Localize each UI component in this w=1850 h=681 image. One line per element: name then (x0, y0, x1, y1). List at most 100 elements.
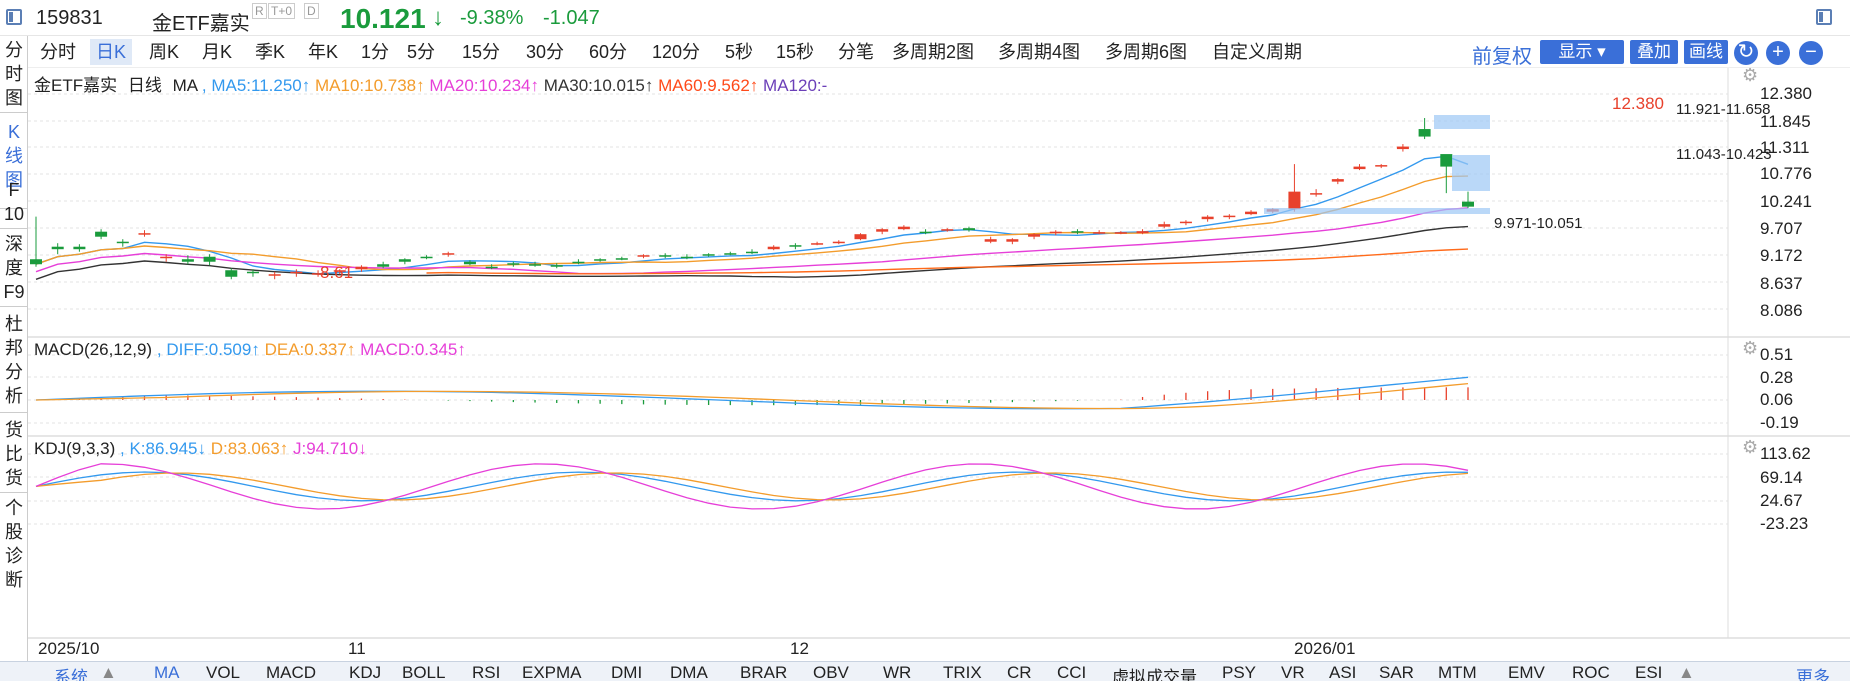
period-month[interactable]: 月K (196, 39, 238, 65)
period-5sec[interactable]: 5秒 (719, 39, 759, 65)
left-nav: 分时图 K线图 F 10 深度 F9 杜邦分析 货比货 个股诊断 (0, 36, 28, 681)
multi-period-4[interactable]: 多周期4图 (992, 39, 1086, 65)
multi-period-6[interactable]: 多周期6图 (1099, 39, 1193, 65)
fuquan-select[interactable]: 前复权 (1472, 40, 1532, 69)
ind-dma[interactable]: DMA (670, 663, 708, 681)
candle-body (1006, 239, 1018, 242)
overlay-button[interactable]: 叠加 (1630, 40, 1678, 64)
period-year[interactable]: 年K (302, 39, 344, 65)
zoom-in-icon[interactable]: + (1766, 41, 1790, 65)
ind-emv[interactable]: EMV (1508, 663, 1545, 681)
candle-body (1440, 154, 1452, 167)
macd-settings-gear-icon[interactable]: ⚙ (1742, 338, 1758, 359)
candle-body (854, 234, 866, 239)
ind-sar[interactable]: SAR (1379, 663, 1414, 681)
candle-body (1223, 216, 1235, 218)
period-15sec[interactable]: 15秒 (770, 39, 820, 65)
period-quarter[interactable]: 季K (249, 39, 291, 65)
period-tick[interactable]: 分笔 (832, 39, 880, 65)
panel-toggle-icon[interactable] (6, 9, 22, 25)
kdj-d: D:83.063↑ (211, 439, 289, 458)
period-fenshi[interactable]: 分时 (34, 39, 82, 65)
ind-vol[interactable]: VOL (206, 663, 240, 681)
chart-area[interactable]: 金ETF嘉实 日线 MA , MA5:11.250↑ MA10:10.738↑ … (28, 68, 1850, 661)
badge-r: R (252, 3, 267, 19)
period-1min[interactable]: 1分 (355, 39, 395, 65)
ind-cci[interactable]: CCI (1057, 663, 1086, 681)
macd-diff: DIFF:0.509↑ (166, 340, 260, 359)
ind-vr[interactable]: VR (1281, 663, 1305, 681)
kdj-settings-gear-icon[interactable]: ⚙ (1742, 437, 1758, 458)
ind-more[interactable]: 更多 (1796, 663, 1830, 681)
period-week[interactable]: 周K (143, 39, 185, 65)
ind-expma[interactable]: EXPMA (522, 663, 582, 681)
ind-brar[interactable]: BRAR (740, 663, 787, 681)
ind-psy[interactable]: PSY (1222, 663, 1256, 681)
candle-body (95, 232, 107, 237)
kline-svg[interactable] (28, 68, 1850, 661)
ind-cr[interactable]: CR (1007, 663, 1032, 681)
ind-asi[interactable]: ASI (1329, 663, 1356, 681)
period-15min[interactable]: 15分 (456, 39, 506, 65)
legend-ma20: MA20:10.234↑ (429, 76, 539, 95)
date-label-3: 2026/01 (1294, 639, 1355, 659)
nav-gegu[interactable]: 个股诊断 (0, 496, 28, 592)
caret-up-icon[interactable]: ▲ (100, 663, 117, 681)
range-label-3: 9.971-10.051 (1494, 215, 1582, 232)
period-5min[interactable]: 5分 (401, 39, 441, 65)
ind-obv[interactable]: OBV (813, 663, 849, 681)
macd-dea: DEA:0.337↑ (265, 340, 356, 359)
nav-shendu[interactable]: 深度 F9 (0, 232, 28, 304)
candle-body (182, 259, 194, 262)
ind-kdj[interactable]: KDJ (349, 663, 381, 681)
nav-huobi[interactable]: 货比货 (0, 418, 28, 490)
ind-system[interactable]: 系统 (54, 663, 88, 681)
main-settings-gear-icon[interactable]: ⚙ (1742, 65, 1758, 86)
candle-body (421, 257, 433, 259)
ind-macd[interactable]: MACD (266, 663, 316, 681)
y-tick-5: 9.707 (1760, 219, 1803, 239)
y-tick-7: 8.637 (1760, 274, 1803, 294)
period-day[interactable]: 日K (90, 39, 132, 65)
custom-period[interactable]: 自定义周期 (1206, 39, 1308, 65)
ind-dmi[interactable]: DMI (611, 663, 642, 681)
ind-boll[interactable]: BOLL (402, 663, 445, 681)
candle-body (551, 265, 563, 267)
legend-ma120: MA120:- (763, 76, 827, 95)
period-120min[interactable]: 120分 (646, 39, 706, 65)
badge-t0: T+0 (268, 3, 295, 19)
candle-body (1093, 232, 1105, 234)
ind-virtual-volume[interactable]: 虚拟成交量 (1112, 663, 1197, 681)
candle-body (138, 233, 150, 235)
multi-period-2[interactable]: 多周期2图 (886, 39, 980, 65)
ind-esi[interactable]: ESI (1635, 663, 1662, 681)
nav-fenshi[interactable]: 分时图 (0, 38, 28, 110)
macd-tick-1: 0.28 (1760, 368, 1793, 388)
candle-body (355, 267, 367, 270)
nav-f10[interactable]: F 10 (0, 178, 28, 226)
ind-ma[interactable]: MA (154, 663, 180, 681)
period-30min[interactable]: 30分 (520, 39, 570, 65)
candle-body (290, 272, 302, 274)
draw-line-button[interactable]: 画线 (1684, 40, 1728, 64)
panel-toggle-right-icon[interactable] (1816, 9, 1832, 25)
caret-up-icon[interactable]: ▲ (1678, 663, 1695, 681)
candle-body (1332, 179, 1344, 182)
kdj-legend: KDJ(9,3,3) , K:86.945↓ D:83.063↑ J:94.71… (34, 439, 367, 459)
nav-dubang[interactable]: 杜邦分析 (0, 312, 28, 408)
display-button[interactable]: 显示 ▾ (1540, 40, 1624, 64)
zoom-out-icon[interactable]: − (1799, 41, 1823, 65)
candle-body (1354, 167, 1366, 170)
candle-body (941, 229, 953, 231)
refresh-icon[interactable]: ↻ (1734, 41, 1758, 65)
period-60min[interactable]: 60分 (583, 39, 633, 65)
ind-roc[interactable]: ROC (1572, 663, 1610, 681)
main-legend: 金ETF嘉实 日线 MA , MA5:11.250↑ MA10:10.738↑ … (34, 71, 827, 96)
macd-tick-2: 0.06 (1760, 390, 1793, 410)
ind-wr[interactable]: WR (883, 663, 911, 681)
period-toolbar: 分时 日K 周K 月K 季K 年K 1分 5分 15分 30分 60分 120分… (28, 36, 1850, 68)
ind-mtm[interactable]: MTM (1438, 663, 1477, 681)
candle-body (225, 270, 237, 277)
ind-trix[interactable]: TRIX (943, 663, 982, 681)
ind-rsi[interactable]: RSI (472, 663, 500, 681)
